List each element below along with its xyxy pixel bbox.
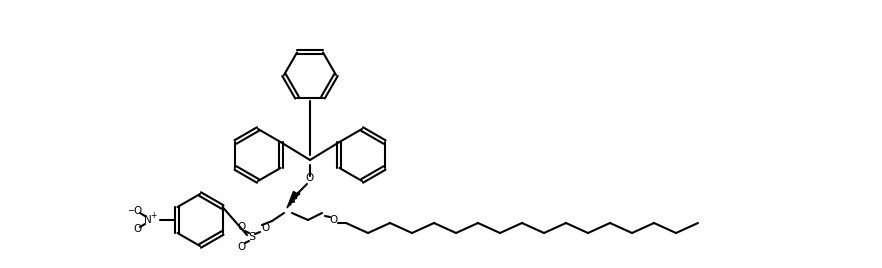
- Text: −: −: [128, 207, 134, 215]
- Text: N: N: [144, 215, 152, 225]
- Text: S: S: [249, 232, 256, 242]
- Text: O: O: [237, 222, 245, 232]
- Text: O: O: [330, 215, 338, 225]
- Text: +: +: [150, 210, 156, 219]
- Text: O: O: [133, 224, 141, 234]
- Text: O: O: [237, 242, 245, 252]
- Polygon shape: [287, 191, 299, 208]
- Text: O: O: [306, 173, 314, 183]
- Text: O: O: [261, 223, 269, 233]
- Text: O: O: [133, 206, 141, 216]
